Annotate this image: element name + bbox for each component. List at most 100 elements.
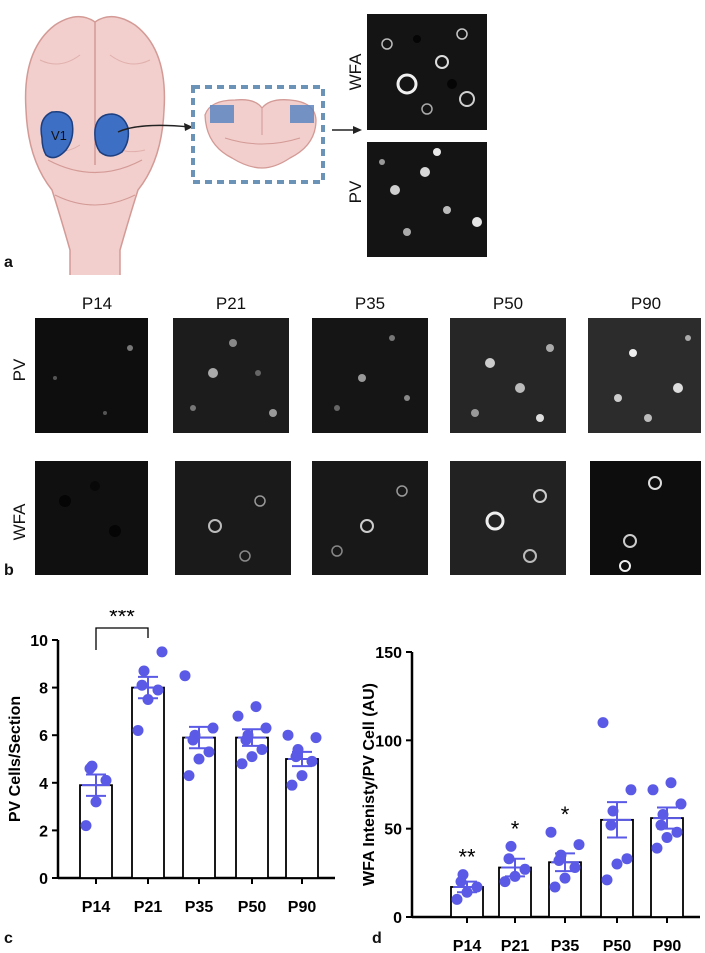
data-point (296, 770, 308, 782)
data-point (242, 729, 254, 741)
data-point (597, 717, 609, 729)
data-point (310, 732, 322, 744)
data-point (505, 840, 517, 852)
y-tick-label: 10 (30, 633, 48, 650)
wfa-micrograph-p21 (175, 461, 291, 575)
data-point (611, 858, 623, 870)
age-label-p14: P14 (81, 294, 113, 313)
pv-micrograph-p35 (312, 318, 428, 433)
data-point (189, 729, 201, 741)
data-point (179, 670, 191, 682)
x-tick-label-p35: P35 (185, 899, 214, 916)
wfa-micrograph-p14 (35, 461, 148, 575)
data-point (461, 886, 473, 898)
pv-micrograph-p21 (173, 318, 289, 433)
y-tick-label: 50 (384, 822, 402, 839)
data-point (559, 872, 571, 884)
data-point (207, 722, 219, 734)
pv-label-a: PV (346, 180, 365, 204)
age-label-p21: P21 (215, 294, 247, 313)
pv-micrograph-p14 (35, 318, 148, 433)
x-tick-label-p35: P35 (551, 938, 580, 953)
data-point (647, 784, 659, 796)
data-point (605, 819, 617, 831)
y-tick-label: 2 (39, 823, 48, 840)
y-tick-label: 150 (375, 645, 402, 662)
data-point (136, 679, 148, 691)
significance-star: ** (458, 845, 476, 870)
data-point (156, 646, 168, 658)
data-point (601, 874, 613, 886)
data-point (657, 809, 669, 821)
age-label-p50: P50 (492, 294, 524, 313)
significance-bracket (95, 627, 149, 650)
data-point (549, 881, 561, 893)
data-point (569, 862, 581, 874)
data-point (246, 751, 258, 763)
y-tick-label: 0 (39, 871, 48, 888)
v1-regions (40, 110, 130, 159)
data-point (306, 755, 318, 767)
data-point (665, 777, 677, 789)
pv-row-label: PV (10, 358, 29, 382)
data-point (80, 820, 92, 832)
wfa-row-label: WFA (10, 503, 29, 541)
data-point (573, 839, 585, 851)
x-tick-label-p50: P50 (238, 899, 267, 916)
data-point (675, 798, 687, 810)
y-axis-label: PV Cells/Section (7, 696, 24, 822)
data-point (256, 743, 268, 755)
data-point (655, 819, 667, 831)
data-point (661, 832, 673, 843)
data-point (457, 869, 469, 881)
data-point (250, 701, 262, 713)
data-point (499, 876, 511, 888)
brain-dorsal-illustration (24, 16, 166, 275)
data-point (138, 665, 150, 677)
data-point (142, 694, 154, 705)
coronal-section-box (191, 85, 325, 184)
data-point (260, 722, 272, 734)
data-point (86, 760, 98, 772)
data-point (282, 729, 294, 741)
data-point (607, 805, 619, 817)
y-tick-label: 100 (375, 733, 402, 750)
data-point (471, 881, 483, 893)
wfa-micrograph-a (367, 14, 487, 130)
wfa-label-a: WFA (346, 53, 365, 91)
x-tick-label-p50: P50 (603, 938, 632, 953)
data-point (503, 853, 515, 865)
chart-pv-cells: 0 2 4 6 8 10 PV Cells/Section P14 P21 P35 P50 P90 **… (7, 610, 335, 916)
y-tick-label: 6 (39, 728, 48, 745)
data-point (132, 724, 144, 736)
bar-p21 (131, 686, 165, 879)
panel-letter-a: a (4, 254, 13, 271)
y-tick-label: 8 (39, 681, 48, 698)
x-tick-label-p90: P90 (653, 938, 682, 953)
x-tick-label-p21: P21 (134, 899, 163, 916)
data-point (555, 849, 567, 861)
data-point (519, 863, 531, 875)
pv-micrograph-p90 (588, 318, 701, 433)
x-tick-label-p21: P21 (501, 938, 530, 953)
age-label-p90: P90 (630, 294, 662, 313)
data-point (651, 842, 663, 854)
data-point (90, 796, 102, 808)
wfa-micrograph-p90 (590, 461, 701, 575)
coronal-section-illustration (204, 99, 317, 169)
wfa-micrograph-p50 (450, 461, 566, 575)
age-label-p35: P35 (354, 294, 386, 313)
pv-micrograph-a (367, 142, 487, 257)
data-point (509, 870, 521, 882)
panel-a-schematic: V1 (24, 16, 362, 275)
significance-label: *** (109, 610, 135, 629)
data-point (286, 779, 298, 791)
data-point (545, 826, 557, 838)
panel-letter-d: d (372, 930, 382, 947)
x-tick-label-p14: P14 (453, 938, 482, 953)
data-point (100, 774, 112, 786)
data-point (183, 770, 195, 782)
data-point (193, 753, 205, 765)
panel-letter-b: b (4, 562, 14, 579)
